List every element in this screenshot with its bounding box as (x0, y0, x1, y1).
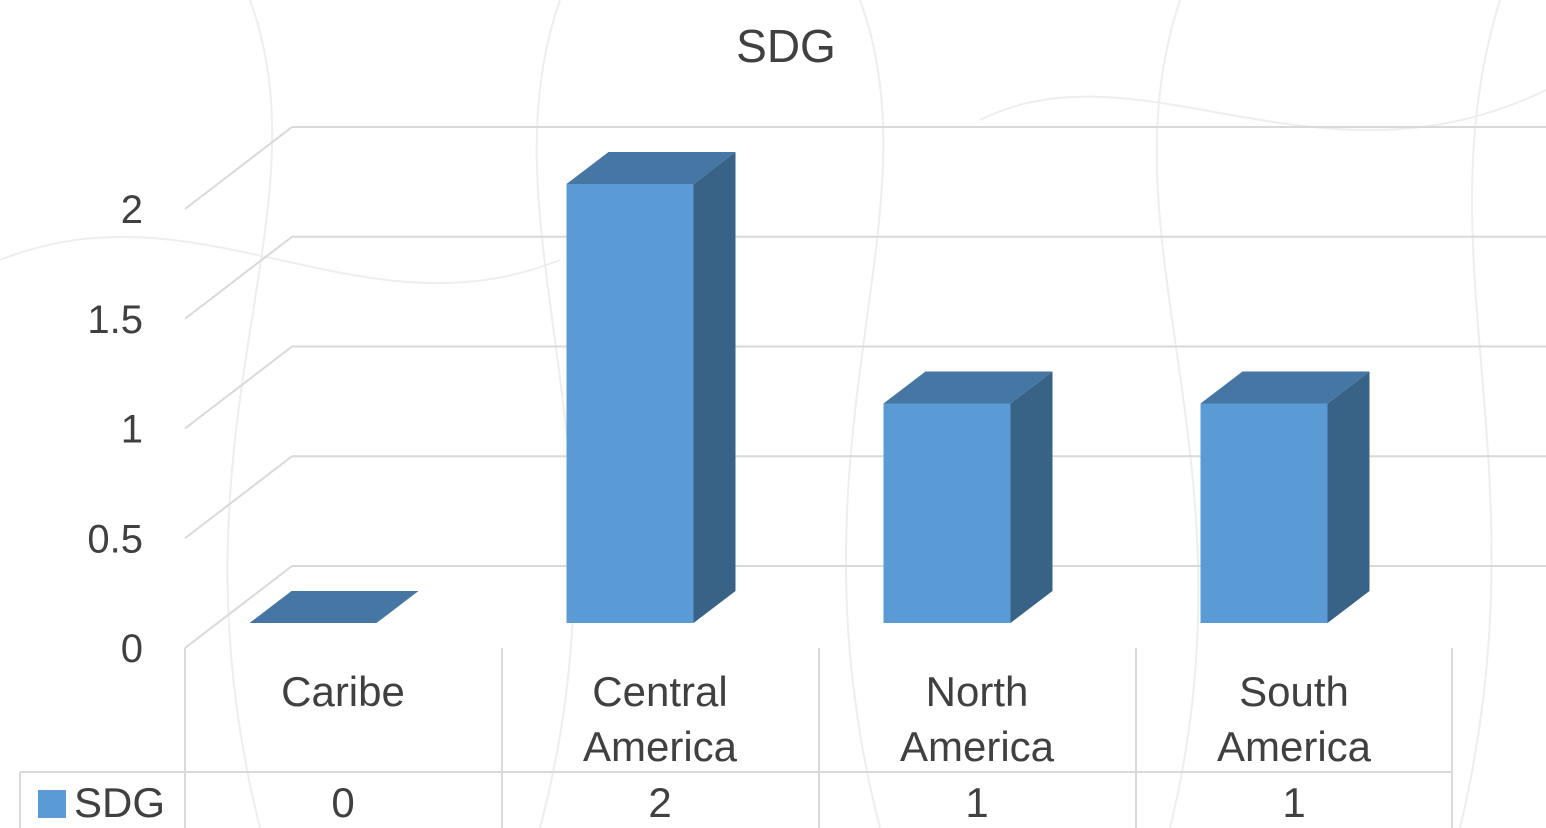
background-curve (226, 0, 274, 828)
bar-3 (1200, 371, 1370, 623)
background-curve (844, 0, 885, 828)
data-table-value: 1 (1282, 779, 1305, 826)
y-tick-label: 1.5 (87, 298, 143, 342)
data-table-value: 0 (331, 779, 354, 826)
bar-side (693, 152, 736, 623)
chart-title: SDG (736, 20, 836, 72)
data-table-value: 2 (648, 779, 671, 826)
bar-front (1200, 403, 1328, 623)
y-axis-ticks: 0 0.5 1 1.5 2 (87, 188, 143, 671)
bar-top (1200, 371, 1370, 404)
gridline-diagonal (184, 345, 293, 430)
legend-series-name: SDG (74, 779, 165, 826)
x-category-label-line: South (1239, 668, 1349, 715)
y-tick-label: 1 (121, 408, 143, 452)
gridline-diagonal (184, 126, 293, 210)
bar-front (566, 184, 694, 623)
bars (249, 152, 1370, 623)
y-tick-label: 0 (121, 627, 143, 671)
background-curve (1459, 0, 1501, 828)
background-curve (535, 0, 576, 828)
x-category-label: North America (900, 668, 1055, 770)
x-category-label-line: America (900, 723, 1055, 770)
y-tick-label: 2 (121, 188, 143, 232)
x-category-label-line: Central (592, 668, 727, 715)
data-table: Caribe 0 Central America 2 North America 1 South… (19, 648, 1453, 828)
x-category-label: Central America (583, 668, 738, 770)
bar-top (566, 152, 736, 184)
bar-top (883, 371, 1053, 404)
bar-top (249, 591, 419, 623)
x-category-label-line: America (583, 723, 738, 770)
x-category-label: Caribe (281, 668, 405, 715)
x-category-label-line: America (1217, 723, 1372, 770)
x-category-label-line: North (926, 668, 1029, 715)
bar-side (1327, 371, 1370, 623)
x-category-label: South America (1217, 668, 1372, 770)
gridline-diagonal (184, 455, 293, 540)
bar-1 (566, 152, 736, 623)
bar-2 (883, 371, 1053, 623)
background-curve (979, 89, 1546, 132)
legend-swatch (38, 790, 66, 818)
background-curve (0, 236, 561, 284)
gridline-diagonal (184, 565, 293, 649)
data-table-value: 1 (965, 779, 988, 826)
bar-0 (249, 591, 419, 623)
gridline-diagonal (184, 235, 293, 320)
y-tick-label: 0.5 (87, 517, 143, 561)
bar-front (883, 403, 1011, 623)
background-curve (1155, 0, 1200, 828)
bar-side (1010, 371, 1053, 623)
